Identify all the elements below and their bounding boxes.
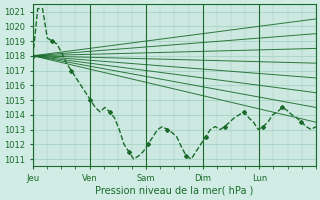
X-axis label: Pression niveau de la mer( hPa ): Pression niveau de la mer( hPa ) bbox=[95, 186, 253, 196]
